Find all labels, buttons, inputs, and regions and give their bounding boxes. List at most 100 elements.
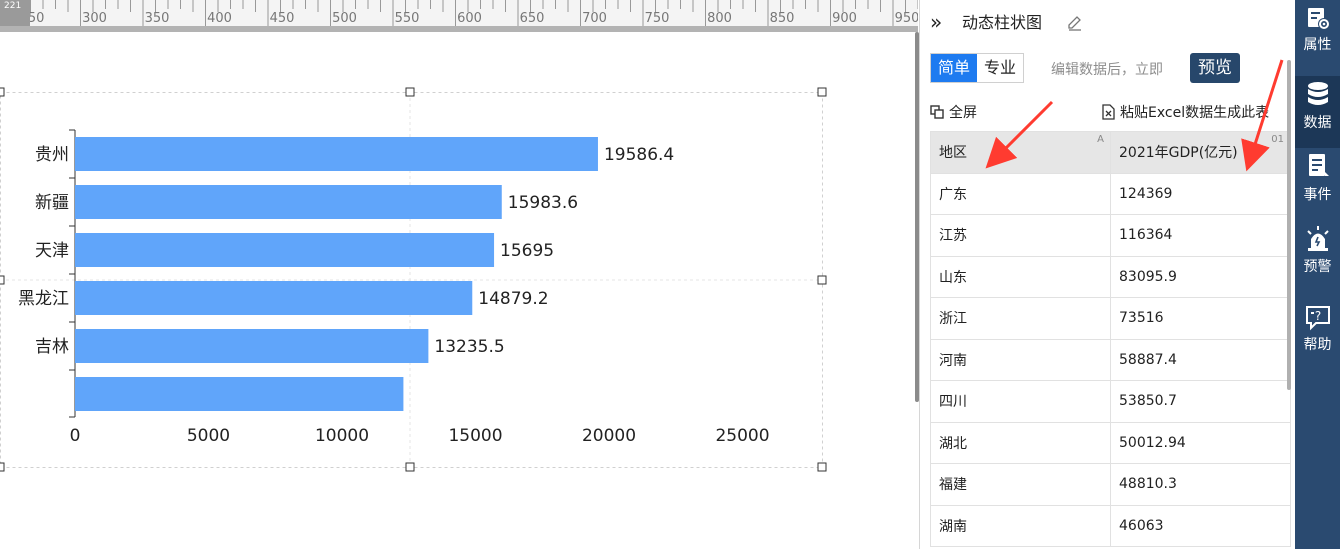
edit-hint-text: 编辑数据后，立即 [1051, 62, 1163, 78]
column-header-region[interactable]: 地区 A [930, 131, 1111, 174]
preview-button[interactable]: 预览 [1190, 53, 1240, 83]
bar[interactable] [75, 377, 404, 411]
bar[interactable] [75, 329, 429, 363]
panel-header: » 动态柱状图 [920, 0, 1296, 46]
cell-region[interactable]: 四川 [930, 380, 1111, 423]
cell-gdp[interactable]: 116364 [1110, 214, 1291, 257]
cell-region[interactable]: 湖南 [930, 504, 1111, 547]
cell-region[interactable]: 山东 [930, 255, 1111, 298]
cell-region[interactable]: 江苏 [930, 214, 1111, 257]
category-label: 新疆 [35, 193, 69, 213]
bar-chart[interactable]: 贵州 19586.4 新疆 15983.6 天津 15695 黑龙江 14879.2 吉林 132… [0, 32, 915, 549]
fullscreen-button[interactable]: 全屏 [930, 102, 977, 122]
data-label: 15695 [500, 241, 554, 261]
x-tick-label: 20000 [582, 426, 636, 446]
help-icon: ? [1305, 306, 1330, 331]
cell-gdp[interactable]: 58887.4 [1110, 338, 1291, 381]
rail-item-events-label: 事件 [1303, 187, 1332, 203]
resize-handle[interactable] [0, 87, 5, 97]
ruler-tick-label: 650 [520, 11, 545, 26]
resize-handle[interactable] [405, 462, 415, 472]
column-header-region-label: 地区 [939, 145, 967, 162]
bar[interactable] [75, 233, 495, 267]
category-label: 吉林 [35, 337, 69, 357]
config-panel: » 动态柱状图 简单 专业 编辑数据后，立即 预览 全屏 粘贴Exc [919, 0, 1295, 549]
table-row: 河南 58887.4 [930, 338, 1291, 381]
rail-item-events[interactable]: 事件 [1295, 148, 1340, 220]
ruler-tick-label: 800 [707, 11, 732, 26]
resize-handle[interactable] [405, 87, 415, 97]
table-row: 四川 53850.7 [930, 380, 1291, 423]
rail-item-properties-label: 属性 [1303, 37, 1332, 53]
table-row: 广东 124369 [930, 172, 1291, 215]
x-tick-label: 25000 [715, 426, 769, 446]
resize-handle[interactable] [817, 275, 827, 285]
ruler-corner: 221 [0, 0, 30, 26]
cell-region[interactable]: 广东 [930, 172, 1111, 215]
rail-item-alarm[interactable]: 预警 [1295, 222, 1340, 294]
bar[interactable] [75, 185, 502, 219]
x-tick-label: 5000 [187, 426, 230, 446]
ruler-tick-label: 500 [332, 11, 357, 26]
ruler-tick-label: 450 [270, 11, 295, 26]
table-row: 山东 83095.9 [930, 255, 1291, 298]
table-body: 广东 124369 江苏 116364 山东 83095.9 浙江 73516 河南 58887.… [930, 172, 1291, 547]
resize-handle[interactable] [817, 87, 827, 97]
ruler-corner-label: 221 [4, 1, 22, 11]
x-tick-label: 0 [70, 426, 81, 446]
cell-gdp[interactable]: 48810.3 [1110, 463, 1291, 506]
resize-handle[interactable] [817, 462, 827, 472]
rail-item-properties[interactable]: 属性 [1295, 4, 1340, 76]
cell-region[interactable]: 福建 [930, 463, 1111, 506]
column-header-gdp-label: 2021年GDP(亿元) [1119, 145, 1238, 162]
rail-item-help[interactable]: ? 帮助 [1295, 304, 1340, 376]
fullscreen-icon [930, 105, 944, 119]
rail-item-data-label: 数据 [1303, 115, 1332, 131]
table-header-row: 地区 A 2021年GDP(亿元) 01 [930, 131, 1291, 174]
ruler-tick-label: 750 [645, 11, 670, 26]
ruler-edge [0, 26, 918, 32]
cell-gdp[interactable]: 124369 [1110, 172, 1291, 215]
panel-scrollbar[interactable] [1287, 60, 1291, 390]
panel-title: 动态柱状图 [962, 13, 1043, 32]
ruler-tick-label: 700 [582, 11, 607, 26]
column-sort-icon[interactable]: 01 [1271, 134, 1284, 145]
svg-text:?: ? [1314, 309, 1320, 323]
horizontal-ruler: 250 300 350 400 450 500 550 600 650 700 750 800 850 9… [0, 0, 918, 26]
rail-item-data[interactable]: 数据 [1295, 76, 1340, 148]
tab-simple[interactable]: 简单 [931, 54, 978, 82]
bar[interactable] [75, 281, 473, 315]
resize-handle[interactable] [0, 462, 5, 472]
ruler-tick-label: 550 [395, 11, 420, 26]
cell-gdp[interactable]: 46063 [1110, 504, 1291, 547]
data-label: 15983.6 [508, 193, 578, 213]
column-sort-icon[interactable]: A [1097, 134, 1104, 145]
tab-professional[interactable]: 专业 [977, 54, 1024, 82]
edit-icon[interactable] [1066, 14, 1084, 32]
cell-region[interactable]: 湖北 [930, 421, 1111, 464]
column-header-gdp[interactable]: 2021年GDP(亿元) 01 [1110, 131, 1291, 174]
bar[interactable] [75, 137, 598, 171]
cell-gdp[interactable]: 73516 [1110, 297, 1291, 340]
category-label: 贵州 [35, 145, 69, 165]
canvas-scrollbar[interactable] [915, 32, 919, 402]
ruler-tick-label: 850 [770, 11, 795, 26]
ruler-tick-label: 350 [145, 11, 170, 26]
ruler-tick-label: 950 [895, 11, 918, 26]
resize-handle[interactable] [0, 275, 5, 285]
editor-canvas[interactable]: 贵州 19586.4 新疆 15983.6 天津 15695 黑龙江 14879.2 吉林 132… [0, 32, 915, 549]
table-row: 湖北 50012.94 [930, 421, 1291, 464]
cell-gdp[interactable]: 83095.9 [1110, 255, 1291, 298]
ruler-tick-label: 900 [832, 11, 857, 26]
cell-region[interactable]: 河南 [930, 338, 1111, 381]
event-icon [1308, 154, 1329, 176]
table-row: 福建 48810.3 [930, 463, 1291, 506]
cell-gdp[interactable]: 50012.94 [1110, 421, 1291, 464]
excel-file-icon [1102, 104, 1115, 120]
paste-excel-button[interactable]: 粘贴Excel数据生成此表 [1102, 102, 1269, 122]
cell-region[interactable]: 浙江 [930, 297, 1111, 340]
collapse-panel-button[interactable]: » [930, 10, 943, 34]
ruler-tick-label: 600 [457, 11, 482, 26]
cell-gdp[interactable]: 53850.7 [1110, 380, 1291, 423]
